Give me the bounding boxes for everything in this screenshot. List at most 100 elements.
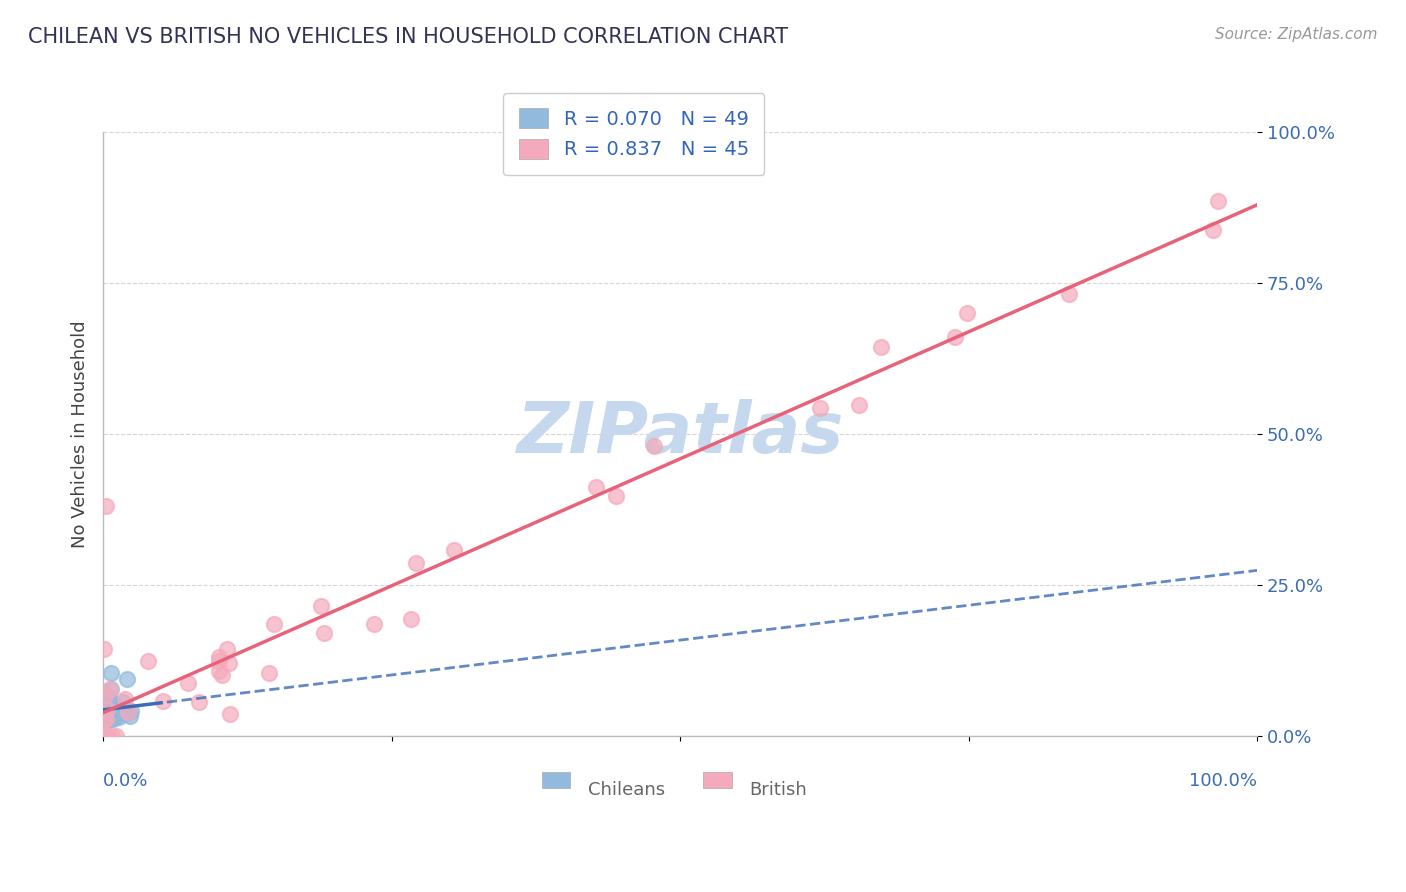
Point — [215, 642, 238, 657]
Point — [111, 695, 134, 709]
Point — [93, 700, 115, 714]
Point — [93, 729, 115, 743]
Point — [97, 712, 120, 726]
Point — [93, 699, 115, 714]
Point — [263, 616, 285, 631]
Point — [103, 696, 125, 710]
Point — [100, 710, 122, 724]
Point — [117, 705, 139, 719]
Point — [100, 712, 122, 726]
Point — [98, 705, 121, 719]
Point — [93, 706, 115, 721]
Point — [97, 696, 120, 710]
Point — [94, 694, 117, 708]
Point — [101, 712, 124, 726]
Point — [101, 729, 124, 743]
Point — [93, 709, 115, 723]
Point — [312, 625, 335, 640]
Point — [1059, 287, 1081, 301]
Point — [97, 729, 120, 743]
Point — [848, 398, 870, 412]
Point — [1202, 223, 1225, 237]
Point — [259, 666, 281, 681]
Point — [96, 729, 118, 743]
Point — [97, 690, 120, 704]
Point — [117, 672, 139, 686]
Point — [96, 702, 118, 716]
Point — [108, 710, 131, 724]
Point — [98, 706, 121, 721]
Point — [101, 697, 124, 711]
Point — [100, 711, 122, 725]
Point — [100, 665, 122, 680]
Point — [93, 729, 115, 743]
Point — [100, 682, 122, 697]
Point — [97, 697, 120, 711]
Point — [211, 668, 233, 682]
Point — [808, 401, 831, 416]
Point — [104, 698, 127, 713]
Point — [93, 713, 115, 727]
Text: 0.0%: 0.0% — [103, 772, 149, 790]
Text: 100.0%: 100.0% — [1189, 772, 1257, 790]
Point — [309, 599, 332, 614]
Point — [93, 698, 115, 712]
Text: British: British — [749, 781, 807, 799]
Point — [93, 692, 115, 706]
Point — [136, 654, 159, 668]
Point — [94, 699, 117, 714]
Point — [96, 714, 118, 728]
Text: ZIPatlas: ZIPatlas — [516, 400, 844, 468]
Point — [94, 705, 117, 719]
Point — [956, 306, 979, 320]
Point — [93, 709, 115, 723]
Point — [208, 654, 231, 668]
Legend: R = 0.070   N = 49, R = 0.837   N = 45: R = 0.070 N = 49, R = 0.837 N = 45 — [503, 93, 765, 175]
Point — [94, 500, 117, 514]
FancyBboxPatch shape — [541, 772, 571, 788]
Point — [93, 690, 115, 704]
Point — [93, 686, 115, 700]
Point — [107, 708, 129, 723]
Text: CHILEAN VS BRITISH NO VEHICLES IN HOUSEHOLD CORRELATION CHART: CHILEAN VS BRITISH NO VEHICLES IN HOUSEH… — [28, 27, 789, 46]
Y-axis label: No Vehicles in Household: No Vehicles in Household — [72, 320, 89, 548]
Point — [114, 692, 136, 706]
Point — [945, 330, 967, 344]
Point — [96, 711, 118, 725]
Point — [105, 729, 128, 743]
Point — [94, 688, 117, 702]
Point — [94, 710, 117, 724]
Point — [218, 707, 240, 722]
Point — [94, 713, 117, 727]
Point — [188, 695, 211, 709]
Point — [93, 642, 115, 657]
Point — [94, 709, 117, 723]
Text: Chileans: Chileans — [588, 781, 665, 799]
Point — [115, 706, 138, 720]
Point — [93, 704, 115, 718]
Point — [120, 709, 142, 723]
Point — [94, 706, 117, 720]
Point — [405, 556, 427, 570]
FancyBboxPatch shape — [703, 772, 733, 788]
Point — [93, 703, 115, 717]
Point — [208, 650, 231, 665]
Point — [120, 704, 142, 718]
Point — [94, 711, 117, 725]
Point — [218, 656, 240, 670]
Point — [363, 616, 385, 631]
Point — [105, 707, 128, 722]
Point — [643, 439, 665, 453]
Point — [98, 681, 121, 696]
Point — [585, 480, 607, 494]
Point — [152, 694, 174, 708]
Point — [605, 489, 627, 503]
Point — [399, 612, 422, 626]
Point — [97, 695, 120, 709]
Point — [101, 701, 124, 715]
Text: Source: ZipAtlas.com: Source: ZipAtlas.com — [1215, 27, 1378, 42]
Point — [208, 664, 231, 678]
Point — [1208, 194, 1230, 208]
Point — [870, 340, 893, 354]
Point — [94, 712, 117, 726]
